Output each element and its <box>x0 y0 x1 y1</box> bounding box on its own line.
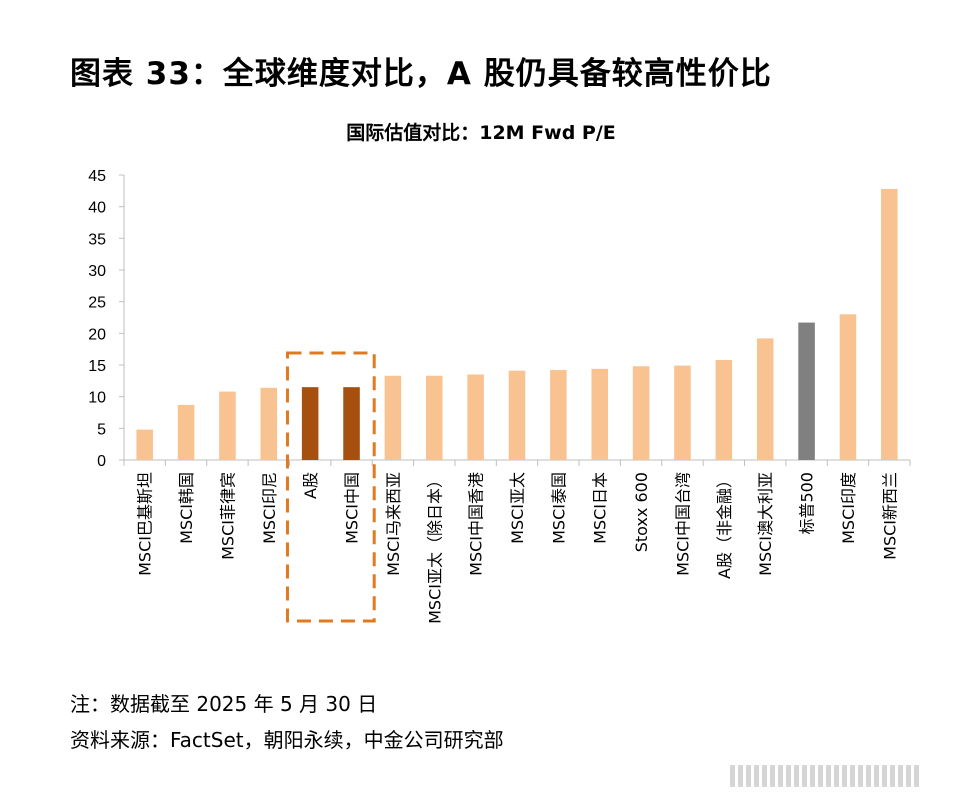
bar <box>467 374 484 460</box>
chart-title: 国际估值对比：12M Fwd P/E <box>346 122 616 144</box>
bar <box>260 387 278 460</box>
bar <box>881 188 898 460</box>
bar <box>756 338 774 460</box>
category-label: MSCI印度 <box>839 472 858 544</box>
watermark-bars <box>730 763 940 789</box>
bar <box>384 375 402 460</box>
category-label: MSCI马来西亚 <box>384 472 403 576</box>
bar <box>550 370 567 460</box>
category-label: MSCI菲律宾 <box>218 472 237 560</box>
category-label: MSCI巴基斯坦 <box>136 472 155 576</box>
y-tick-label: 30 <box>88 263 106 280</box>
bar <box>674 365 691 460</box>
bar <box>591 368 609 460</box>
y-tick-label: 10 <box>88 390 106 407</box>
category-label: MSCI中国 <box>343 472 362 544</box>
category-label: MSCI中国台湾 <box>673 472 692 576</box>
category-label: MSCI韩国 <box>177 472 196 544</box>
y-tick-label: 40 <box>88 200 106 217</box>
bar <box>798 322 815 460</box>
bar <box>425 375 443 460</box>
y-tick-label: 5 <box>97 421 106 438</box>
y-tick-label: 0 <box>97 453 106 470</box>
category-label: MSCI泰国 <box>549 472 568 544</box>
bar <box>219 391 236 460</box>
source-note: 资料来源：FactSet，朝阳永续，中金公司研究部 <box>70 728 504 752</box>
bar <box>177 404 195 460</box>
category-label: A股 <box>301 472 320 499</box>
category-label: MSCI亚太 <box>508 472 527 544</box>
category-label: Stoxx 600 <box>632 472 651 552</box>
y-tick-label: 15 <box>88 358 106 375</box>
category-label: MSCI新西兰 <box>880 472 899 560</box>
category-label: MSCI日本 <box>591 472 610 544</box>
bar <box>136 429 153 460</box>
category-label: MSCI澳大利亚 <box>756 472 775 576</box>
category-label: MSCI印尼 <box>260 472 279 544</box>
date-note: 注：数据截至 2025 年 5 月 30 日 <box>70 692 378 716</box>
y-tick-label: 45 <box>88 168 106 185</box>
category-label: A股（非金融） <box>715 472 734 579</box>
bar <box>632 366 650 460</box>
y-tick-label: 35 <box>88 231 106 248</box>
bar <box>839 314 857 460</box>
category-label: MSCI中国香港 <box>467 472 486 576</box>
pe-bar-chart: 0 5 10 15 20 25 30 35 40 45 MSCI巴基斯坦 MSCI韩国 MSCI菲律宾 M… <box>88 168 911 624</box>
y-tick-label: 20 <box>88 326 106 343</box>
bar <box>715 359 733 460</box>
y-tick-label: 25 <box>88 295 106 312</box>
figure-title: 图表 33：全球维度对比，A 股仍具备较高性价比 <box>70 56 772 92</box>
highlight-box <box>285 351 376 623</box>
category-label: MSCI亚太（除日本） <box>425 472 444 624</box>
bar <box>343 387 360 460</box>
category-label: 标普500 <box>798 472 817 535</box>
bar <box>508 370 526 460</box>
bar <box>301 387 319 460</box>
